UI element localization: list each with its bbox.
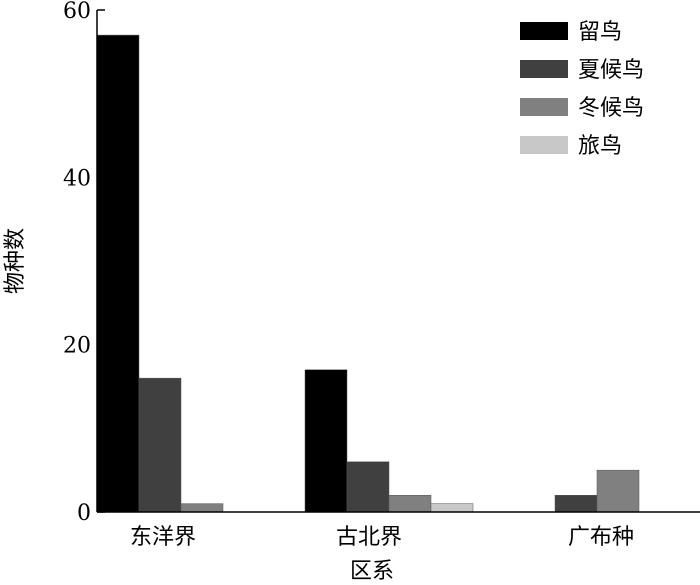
bar-2-2 <box>346 461 390 513</box>
x-labels-group: 东洋界 古北界 广布种 <box>130 525 634 550</box>
bar-2-4 <box>430 503 474 513</box>
legend-label: 夏候鸟 <box>578 58 644 83</box>
bars-group <box>96 34 640 513</box>
bar-1-3 <box>180 503 224 513</box>
y-tick-label: 40 <box>63 166 91 191</box>
bar-2-1 <box>304 369 348 513</box>
legend-swatch <box>520 136 568 154</box>
legend-label: 留鸟 <box>578 20 622 45</box>
bar-2-3 <box>388 495 432 513</box>
bar-3-2 <box>554 495 598 513</box>
y-axis-title: 物种数 <box>3 228 28 294</box>
x-category-label: 东洋界 <box>130 525 196 550</box>
legend-swatch <box>520 60 568 78</box>
legend-swatch <box>520 98 568 116</box>
x-category-label: 广布种 <box>568 525 634 550</box>
y-tick-label: 20 <box>63 334 91 359</box>
legend-label: 冬候鸟 <box>578 96 644 121</box>
bar-1-2 <box>138 377 182 513</box>
y-ticks-group: 0 20 40 60 <box>63 0 105 526</box>
axes-group <box>96 10 700 513</box>
x-category-label: 古北界 <box>336 525 402 550</box>
y-tick-label: 0 <box>77 501 91 526</box>
bar-3-3 <box>596 469 640 513</box>
x-axis-title: 区系 <box>350 559 394 584</box>
legend-swatch <box>520 22 568 40</box>
legend-label: 旅鸟 <box>578 134 622 159</box>
y-tick-label: 60 <box>63 0 91 24</box>
bar-1-1 <box>96 34 140 513</box>
